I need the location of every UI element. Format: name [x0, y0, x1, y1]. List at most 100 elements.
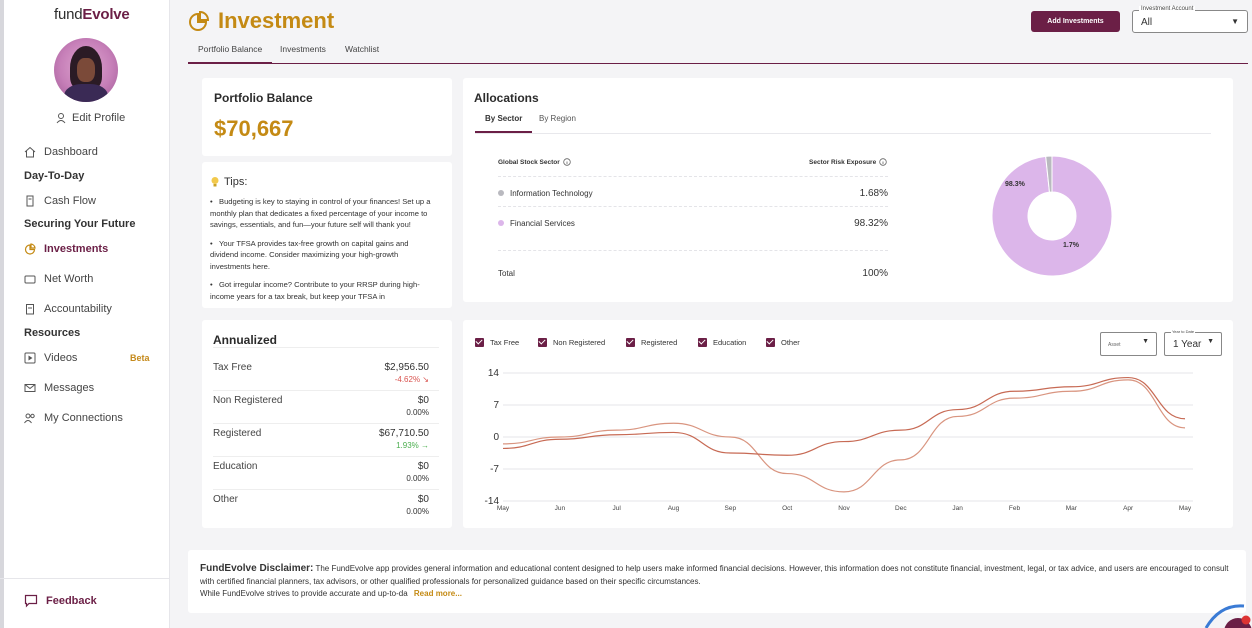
info-icon[interactable] [879, 158, 887, 166]
account-select-value: All [1141, 17, 1153, 28]
portfolio-balance-amount: $70,667 [214, 116, 294, 141]
checkbox-icon [766, 338, 775, 347]
section-day-to-day: Day-To-Day [24, 170, 85, 182]
allocations-card: Allocations By Sector By Region Global S… [463, 78, 1233, 302]
x-tick-label: May [497, 505, 510, 512]
asset-select[interactable]: Asset ▼ [1100, 332, 1157, 356]
sidebar-item-net-worth[interactable]: Net Worth [24, 273, 93, 285]
donut-slice[interactable] [1045, 155, 1053, 193]
chat-icon [24, 594, 38, 607]
sidebar-item-messages[interactable]: Messages [24, 382, 94, 394]
series-line [502, 379, 1186, 493]
chevron-down-icon: ▼ [1142, 338, 1149, 345]
allocations-title: Allocations [474, 91, 539, 105]
tip-item: • Budgeting is key to staying in control… [210, 197, 431, 229]
house-icon [24, 146, 36, 158]
tab-by-region[interactable]: By Region [539, 114, 576, 123]
section-securing-future: Securing Your Future [24, 218, 136, 230]
donut-slice[interactable] [991, 155, 1113, 277]
info-icon[interactable] [563, 158, 571, 166]
tips-card: Tips: • Budgeting is key to staying in c… [202, 162, 452, 308]
annualized-row-value: $0 [417, 461, 429, 472]
investment-account-select[interactable]: Investment Account All ▼ [1132, 6, 1248, 33]
tip-item: • Got irregular income? Contribute to yo… [210, 280, 420, 301]
add-investments-button[interactable]: Add Investments [1031, 11, 1120, 32]
sidebar-item-videos[interactable]: Videos [24, 352, 77, 364]
allocation-tabs: By Sector By Region [475, 110, 1211, 134]
tab-by-sector[interactable]: By Sector [475, 114, 533, 133]
sidebar-item-dashboard[interactable]: Dashboard [24, 146, 98, 158]
avatar[interactable] [54, 38, 118, 102]
portfolio-balance-card: Portfolio Balance $70,667 [202, 78, 452, 156]
sidebar-item-accountability[interactable]: Accountability [24, 303, 112, 315]
checkbox-icon [698, 338, 707, 347]
checkbox-icon [538, 338, 547, 347]
chat-widget-badge-icon[interactable] [1200, 598, 1252, 628]
x-tick-label: Nov [838, 505, 850, 512]
sidebar: fundEvolve Edit Profile Dashboard Day-To… [0, 0, 170, 628]
edit-profile-link[interactable]: Edit Profile [56, 112, 125, 124]
filter-checkbox-non-registered[interactable]: Non Registered [538, 338, 605, 347]
filter-checkbox-tax-free[interactable]: Tax Free [475, 338, 519, 347]
beta-badge: Beta [130, 353, 150, 363]
pie-chart-icon [189, 10, 210, 31]
y-tick-label: 0 [493, 432, 499, 443]
filter-checkbox-registered[interactable]: Registered [626, 338, 677, 347]
filter-checkbox-other[interactable]: Other [766, 338, 800, 347]
x-tick-label: Jul [613, 505, 622, 512]
play-icon [24, 352, 36, 364]
annualized-card: Annualized Tax Free $2,956.50 -4.62% ↘ Non … [202, 320, 452, 528]
tab-watchlist[interactable]: Watchlist [345, 44, 380, 54]
disclaimer: FundEvolve Disclaimer: The FundEvolve ap… [188, 550, 1246, 613]
annualized-row-name: Other [213, 494, 239, 505]
tips-list: • Budgeting is key to staying in control… [210, 196, 438, 308]
wallet-icon [24, 275, 36, 284]
tab-investments[interactable]: Investments [280, 44, 326, 54]
portfolio-balance-title: Portfolio Balance [214, 91, 313, 105]
filter-checkbox-education[interactable]: Education [698, 338, 746, 347]
sidebar-item-cash-flow[interactable]: Cash Flow [24, 195, 96, 207]
receipt-icon [26, 195, 34, 207]
x-tick-label: Sep [725, 505, 737, 512]
section-resources: Resources [24, 327, 81, 339]
sidebar-item-investments[interactable]: Investments [24, 243, 108, 255]
allocation-row: Information Technology 1.68% [498, 188, 888, 199]
annualized-row-name: Tax Free [213, 362, 252, 373]
sector-risk-header: Sector Risk Exposure [809, 158, 887, 166]
y-tick-label: 14 [488, 368, 500, 379]
annualized-row-value: $0 [417, 395, 429, 406]
timeframe-select[interactable]: Year to Date 1 Year ▼ [1164, 329, 1222, 356]
annualized-row-change: 0.00% [406, 408, 429, 417]
x-tick-label: Oct [782, 505, 792, 512]
allocation-total-row: Total 100% [498, 268, 888, 279]
annualized-row-value: $0 [417, 494, 429, 505]
account-select-label: Investment Account [1139, 6, 1196, 12]
tab-portfolio-balance[interactable]: Portfolio Balance [188, 44, 273, 64]
annualized-row-value: $2,956.50 [384, 362, 430, 373]
allocation-row: Financial Services 98.32% [498, 218, 888, 229]
annualized-title: Annualized [213, 333, 278, 347]
legend-dot [498, 190, 504, 196]
annualized-row-name: Registered [213, 428, 262, 439]
annualized-row-name: Education [213, 461, 258, 472]
x-tick-label: Dec [895, 505, 907, 512]
mail-icon [24, 384, 36, 392]
tips-header: Tips: [210, 176, 247, 188]
read-more-link[interactable]: Read more... [413, 589, 462, 598]
annualized-row-value: $67,710.50 [378, 428, 429, 439]
y-tick-label: -14 [485, 496, 500, 507]
user-edit-icon [56, 113, 66, 124]
x-tick-label: Apr [1123, 505, 1134, 512]
checkbox-icon [475, 338, 484, 347]
sidebar-item-connections[interactable]: My Connections [24, 412, 123, 424]
feedback-button[interactable]: Feedback [0, 578, 170, 622]
x-tick-label: Jan [952, 505, 963, 512]
legend-dot [498, 220, 504, 226]
annualized-row-change: -4.62% ↘ [394, 375, 429, 384]
page-title: Investment [188, 8, 334, 34]
annualized-row-name: Non Registered [213, 395, 283, 406]
annualized-row-change: 0.00% [406, 507, 429, 516]
pie-icon [24, 243, 36, 255]
brand-logo[interactable]: fundEvolve [54, 6, 130, 23]
